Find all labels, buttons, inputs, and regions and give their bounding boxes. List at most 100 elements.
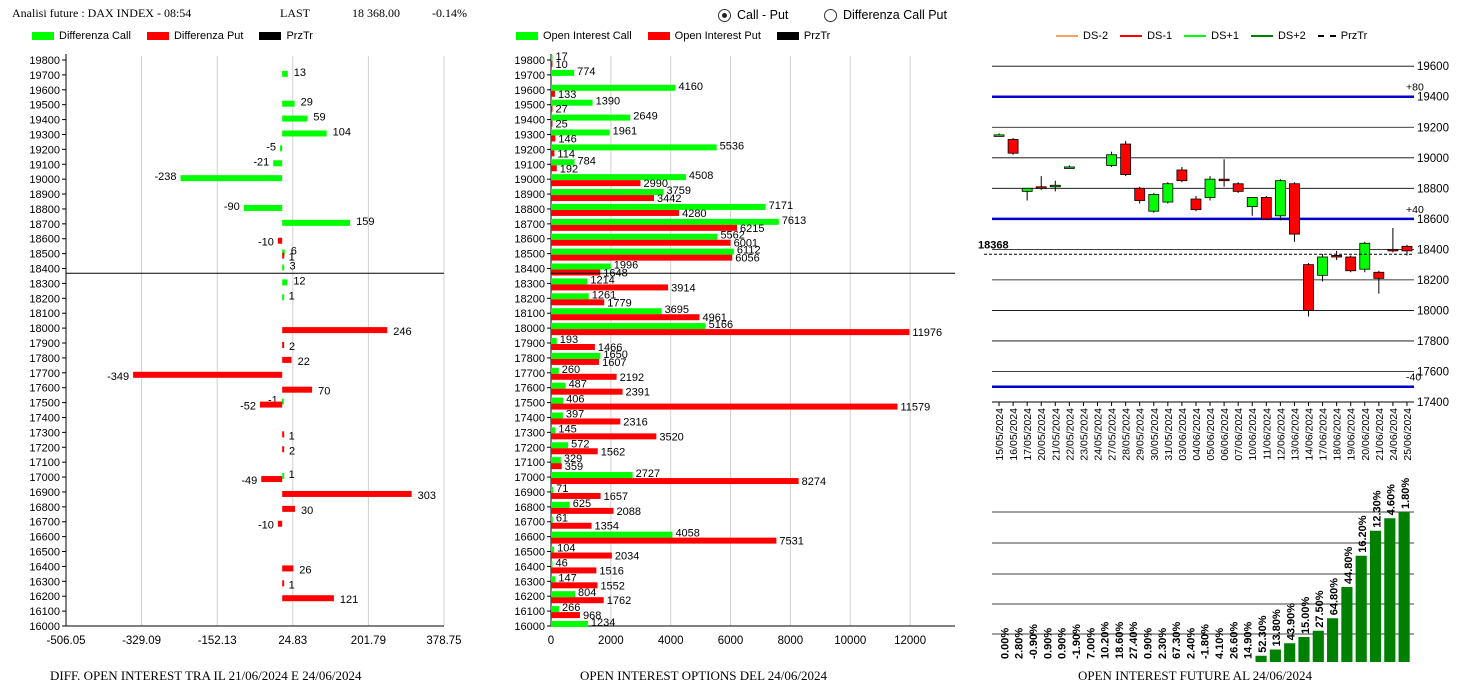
future-oi-label: 52.30% xyxy=(1257,615,1269,653)
oi-put-bar xyxy=(551,254,733,261)
oi-put-bar xyxy=(551,403,898,410)
future-chart-caption: OPEN INTEREST FUTURE AL 24/06/2024 xyxy=(1078,668,1313,683)
oi-put-label: 1562 xyxy=(601,446,625,458)
oi-put-bar xyxy=(551,314,700,321)
future-oi-label: 43.90% xyxy=(1286,603,1298,641)
date-label: 18/06/2024 xyxy=(1332,408,1344,461)
candle-body xyxy=(1274,180,1286,217)
oi-put-label: 1466 xyxy=(598,342,622,354)
strike-label: 17000 xyxy=(514,472,545,484)
candle-body xyxy=(1063,166,1075,169)
strike-label: 19100 xyxy=(514,159,545,171)
diff-put-bar xyxy=(282,505,296,512)
strike-label: 18000 xyxy=(29,323,60,335)
candle-body xyxy=(1049,184,1061,188)
swatch-icon xyxy=(146,32,169,40)
oi-put-label: 4961 xyxy=(702,312,726,324)
future-oi-label: 13.80% xyxy=(1271,609,1283,647)
x-tick-label: 24.83 xyxy=(278,635,307,647)
oi-put-bar xyxy=(551,492,601,499)
line-swatch-icon xyxy=(1184,35,1207,37)
strike-label: 16700 xyxy=(514,517,545,529)
candle-body xyxy=(1106,154,1117,166)
future-oi-bar xyxy=(1284,643,1296,662)
candle-body xyxy=(1232,183,1244,192)
radio-call-put[interactable]: Call - Put xyxy=(718,8,788,22)
x-tick-label: 8000 xyxy=(778,635,804,647)
oi-call-bar xyxy=(551,293,589,300)
y-tick-label: 19600 xyxy=(1417,61,1449,73)
date-label: 21/05/2024 xyxy=(1050,408,1062,461)
swatch-icon xyxy=(516,32,538,40)
diff-put-bar xyxy=(282,446,285,453)
oi-put-bar xyxy=(551,135,556,142)
swatch-icon xyxy=(776,32,799,40)
radio-dot-icon[interactable] xyxy=(718,8,731,22)
future-oi-label: 26.60% xyxy=(1228,621,1240,659)
future-oi-bar xyxy=(1355,555,1367,662)
oi-put-bar xyxy=(551,537,777,544)
legend-item: DS-1 xyxy=(1120,30,1172,42)
oi-call-label: 1390 xyxy=(596,96,620,108)
strike-label: 17900 xyxy=(514,338,545,350)
oi-call-bar xyxy=(551,546,555,553)
future-oi-bar xyxy=(1341,587,1353,662)
oi-call-bar xyxy=(551,576,556,583)
strike-label: 19200 xyxy=(29,144,60,156)
oi-call-bar xyxy=(551,308,662,315)
y-tick-label: 18000 xyxy=(1417,305,1449,317)
date-label: 13/06/2024 xyxy=(1289,408,1301,461)
strike-label: 17000 xyxy=(29,472,60,484)
radio-diff-call-put[interactable]: Differenza Call Put xyxy=(824,8,947,22)
oi-put-bar xyxy=(551,329,910,336)
strike-label: 17100 xyxy=(29,457,60,469)
oi-call-bar xyxy=(551,561,553,568)
future-oi-label: 0.00% xyxy=(999,628,1011,659)
oi-put-bar xyxy=(551,344,595,350)
future-oi-label: -1.90% xyxy=(1071,624,1083,659)
oi-call-label: 46 xyxy=(556,557,568,569)
oi-call-bar xyxy=(551,442,569,449)
diff-call-label: -238 xyxy=(154,171,176,183)
oi-call-bar xyxy=(551,84,676,91)
oi-call-label: 1996 xyxy=(614,260,638,272)
legend-label: PrzTr xyxy=(803,30,831,42)
diff-put-label: -49 xyxy=(241,475,257,487)
future-oi-bar xyxy=(1398,512,1410,662)
legend-item: PrzTr xyxy=(259,30,313,42)
strike-label: 17300 xyxy=(29,427,60,439)
diff-put-bar xyxy=(282,252,285,259)
future-oi-bar xyxy=(1255,655,1267,662)
diff-put-bar xyxy=(282,565,294,572)
oi-call-label: 7613 xyxy=(782,215,806,227)
oi-call-bar xyxy=(551,69,575,76)
diff-put-bar xyxy=(277,237,283,244)
strike-label: 18800 xyxy=(29,204,60,216)
diff-put-bar xyxy=(277,520,283,527)
oi-call-label: 329 xyxy=(564,453,582,465)
date-label: 20/05/2024 xyxy=(1036,408,1048,461)
oi-call-label: 406 xyxy=(566,394,584,406)
oi-put-label: 3442 xyxy=(657,193,681,205)
level-label: -40 xyxy=(1406,372,1421,384)
diff-call-bar xyxy=(282,100,295,107)
legend-item: DS+2 xyxy=(1250,30,1306,42)
strike-label: 19300 xyxy=(29,129,60,141)
oi-call-label: 147 xyxy=(558,572,576,584)
future-oi-label: 2.80% xyxy=(1014,628,1026,659)
legend-oi: Open Interest Call Open Interest Put Prz… xyxy=(516,30,846,42)
candle-body xyxy=(1289,183,1300,235)
diff-chart-caption: DIFF. OPEN INTEREST TRA IL 21/06/2024 E … xyxy=(50,668,362,683)
oi-put-bar xyxy=(551,224,737,231)
strike-label: 18100 xyxy=(29,308,60,320)
oi-put-label: 25 xyxy=(556,119,568,131)
x-tick-label: 201.79 xyxy=(351,635,386,647)
oi-call-label: 1261 xyxy=(592,289,616,301)
oi-call-bar xyxy=(551,427,556,434)
radio-dot-icon[interactable] xyxy=(824,8,837,22)
strike-label: 16900 xyxy=(514,487,545,499)
future-oi-label: -0.90% xyxy=(1028,624,1040,659)
diff-put-label: 2 xyxy=(289,341,295,353)
date-label: 12/06/2024 xyxy=(1275,408,1287,461)
